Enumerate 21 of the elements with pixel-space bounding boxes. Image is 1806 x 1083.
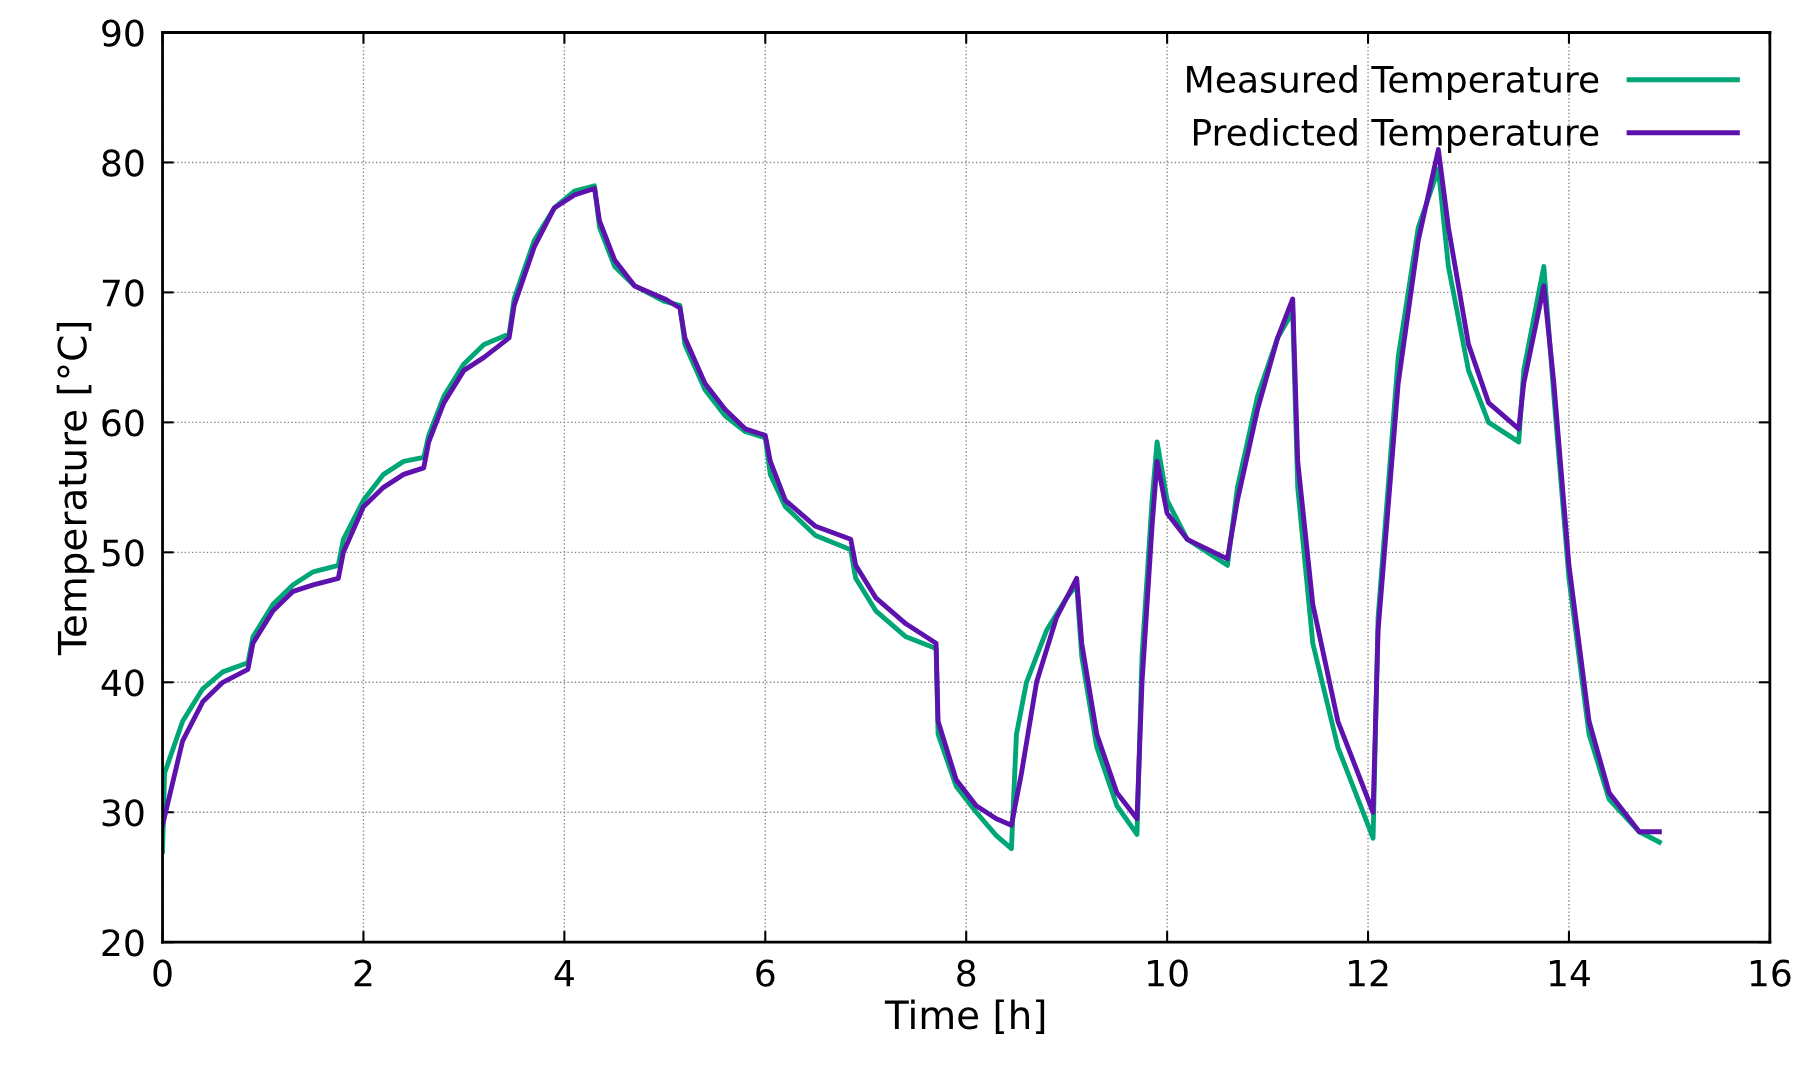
y-tick-label: 20 xyxy=(102,929,144,957)
x-tick-label: 2 xyxy=(354,959,372,987)
y-tick-label: 30 xyxy=(102,799,144,827)
x-tick-label: 6 xyxy=(756,959,775,987)
x-tick-label: 8 xyxy=(957,959,976,987)
legend-label: Predicted Temperature xyxy=(1193,117,1599,153)
y-tick-label: 50 xyxy=(102,539,144,567)
x-axis-title: Time [h] xyxy=(884,999,1045,1035)
y-tick-label: 90 xyxy=(102,19,144,47)
y-tick-label: 70 xyxy=(102,279,144,307)
y-axis-title: Temperature [°C] xyxy=(56,322,95,656)
y-tick-label: 60 xyxy=(102,409,144,437)
x-tick-label: 10 xyxy=(1148,959,1188,987)
x-tick-label: 4 xyxy=(554,959,574,987)
y-tick-label: 80 xyxy=(102,149,144,177)
x-tick-label: 16 xyxy=(1750,959,1791,987)
y-tick-label: 40 xyxy=(101,669,144,697)
x-tick-label: 0 xyxy=(153,959,172,987)
x-tick-label: 14 xyxy=(1549,959,1590,987)
legend-label: Measured Temperature xyxy=(1187,64,1599,100)
x-tick-label: 12 xyxy=(1349,959,1388,987)
